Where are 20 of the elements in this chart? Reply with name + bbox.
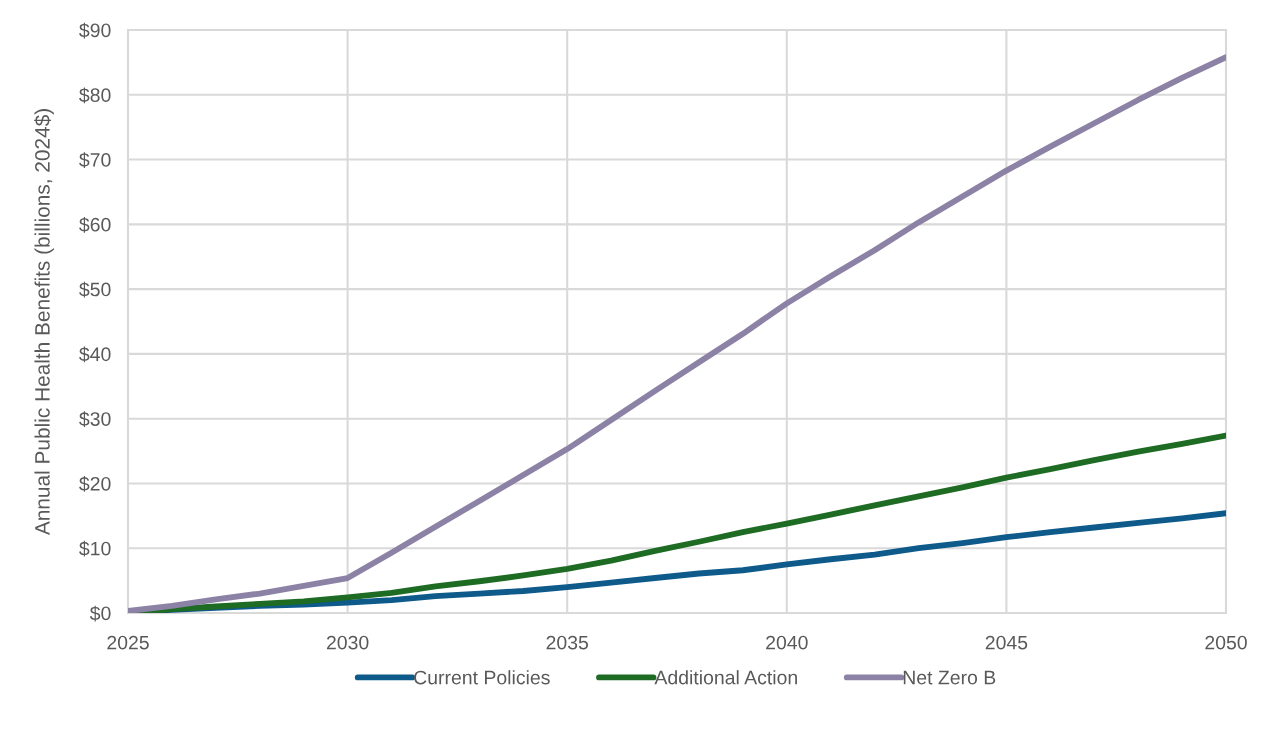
x-tick-label: 2025 <box>107 635 149 650</box>
legend-label: Net Zero B <box>903 670 996 685</box>
y-tick-label: $60 <box>79 216 111 233</box>
y-tick-label: $0 <box>89 605 111 622</box>
x-tick-label: 2030 <box>326 635 369 650</box>
y-tick-label: $20 <box>79 476 111 492</box>
legend-label: Additional Action <box>654 670 797 685</box>
y-tick-label: $90 <box>79 22 111 39</box>
legend-label: Current Policies <box>414 670 550 685</box>
x-tick-label: 2050 <box>1205 635 1247 650</box>
x-tick-label: 2040 <box>766 635 808 650</box>
y-tick-label: $10 <box>79 540 111 557</box>
y-tick-label: $40 <box>79 346 111 363</box>
y-tick-label: $80 <box>79 87 111 104</box>
x-tick-label: 2035 <box>546 635 589 650</box>
y-axis-title: Annual Public Health Benefits (billions, 2024$) <box>34 109 54 536</box>
x-tick-label: 2045 <box>985 635 1028 650</box>
y-tick-label: $30 <box>79 411 111 428</box>
y-tick-label: $50 <box>79 281 111 298</box>
y-tick-label: $70 <box>79 152 111 168</box>
